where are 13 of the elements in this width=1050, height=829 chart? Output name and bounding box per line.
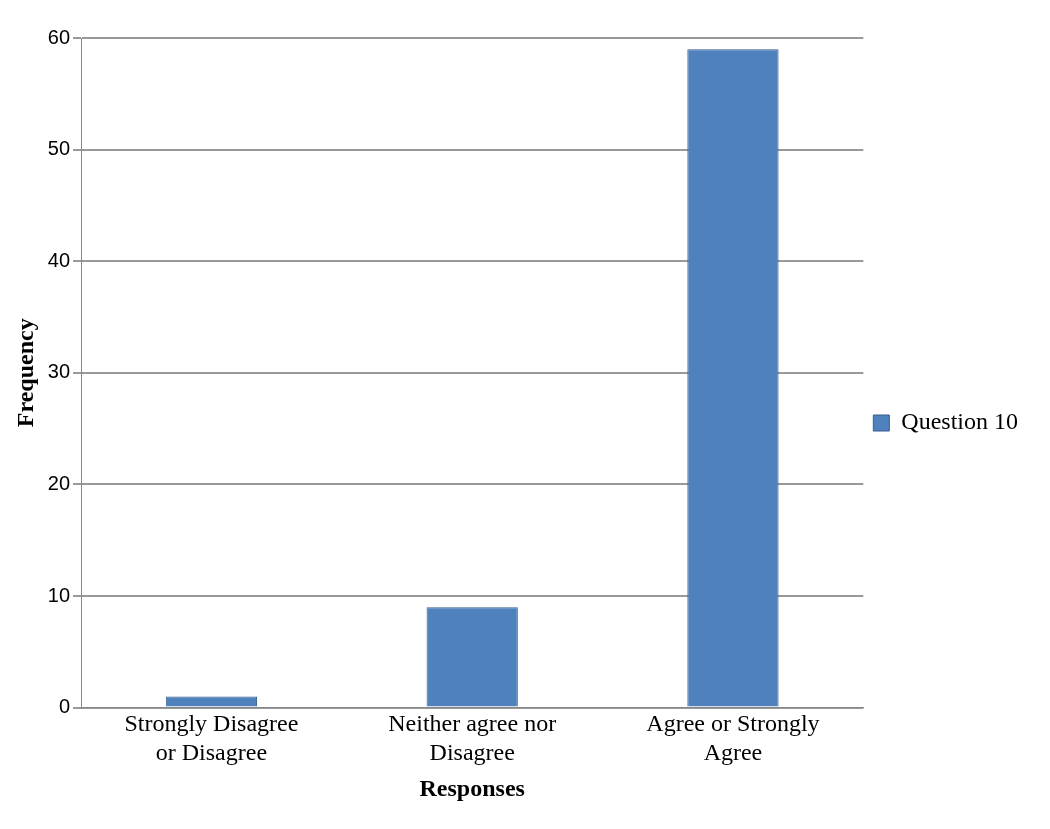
- y-tick-label: 30: [47, 360, 71, 383]
- y-tick-label: 10: [47, 583, 71, 606]
- y-tick-label: 20: [47, 471, 71, 494]
- y-tick-label: 50: [47, 137, 71, 160]
- legend-label: Question 10: [901, 408, 1019, 435]
- y-tick-label: 40: [47, 248, 71, 271]
- x-axis-title: Responses: [419, 774, 525, 801]
- x-tick-label: Strongly Disagree or Disagree: [124, 710, 299, 766]
- x-tick-label: Neither agree nor Disagree: [388, 710, 557, 766]
- y-tick-label: 60: [47, 25, 71, 48]
- y-tick-label: 0: [58, 695, 71, 718]
- y-axis-title: Frequency: [11, 318, 38, 428]
- x-tick-label: Agree or Strongly Agree: [646, 710, 820, 766]
